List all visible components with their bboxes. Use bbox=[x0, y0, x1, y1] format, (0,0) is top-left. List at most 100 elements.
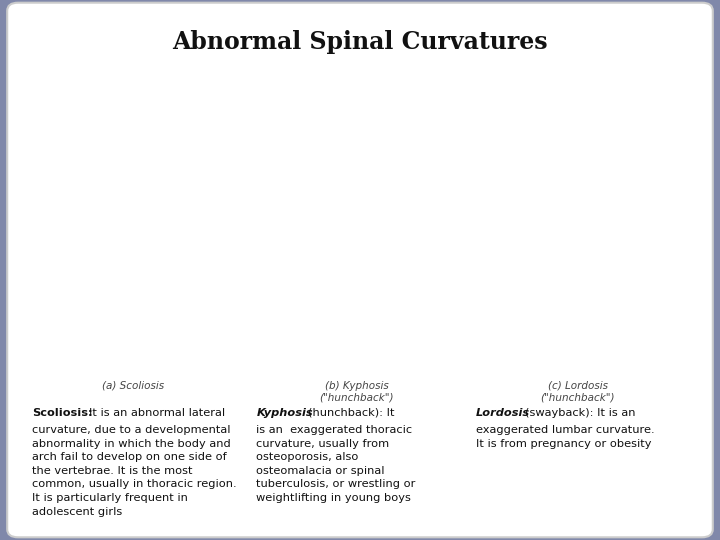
Circle shape bbox=[127, 266, 132, 273]
Circle shape bbox=[577, 150, 583, 154]
Text: (hunchback): It: (hunchback): It bbox=[308, 408, 395, 418]
Ellipse shape bbox=[383, 221, 410, 266]
Circle shape bbox=[126, 235, 131, 241]
Circle shape bbox=[356, 254, 361, 260]
Circle shape bbox=[353, 92, 358, 97]
Circle shape bbox=[563, 41, 606, 82]
Circle shape bbox=[136, 124, 142, 130]
Circle shape bbox=[132, 179, 137, 186]
Circle shape bbox=[577, 193, 583, 198]
Circle shape bbox=[135, 108, 141, 114]
Circle shape bbox=[577, 210, 583, 215]
Text: Key: Key bbox=[528, 456, 551, 465]
Circle shape bbox=[577, 262, 583, 267]
Text: is an  exaggerated thoracic
curvature, usually from
osteoporosis, also
osteomala: is an exaggerated thoracic curvature, us… bbox=[256, 425, 415, 503]
Text: Normal: Normal bbox=[584, 469, 624, 480]
Circle shape bbox=[577, 236, 583, 241]
Text: Abnormal Spinal Curvatures: Abnormal Spinal Curvatures bbox=[172, 30, 548, 53]
Circle shape bbox=[129, 282, 134, 289]
Circle shape bbox=[577, 227, 583, 232]
Text: Pathological: Pathological bbox=[584, 490, 652, 500]
Circle shape bbox=[357, 230, 363, 235]
Ellipse shape bbox=[377, 167, 410, 206]
Polygon shape bbox=[83, 225, 184, 312]
Text: It is an abnormal lateral: It is an abnormal lateral bbox=[89, 408, 225, 418]
Polygon shape bbox=[142, 295, 178, 372]
Circle shape bbox=[577, 167, 583, 172]
Circle shape bbox=[352, 83, 357, 89]
Circle shape bbox=[136, 116, 141, 122]
Circle shape bbox=[135, 147, 140, 154]
Circle shape bbox=[577, 296, 583, 302]
Circle shape bbox=[127, 219, 132, 225]
Circle shape bbox=[356, 140, 362, 146]
Circle shape bbox=[353, 295, 358, 300]
Polygon shape bbox=[330, 39, 370, 61]
Text: Kyphosis: Kyphosis bbox=[256, 408, 313, 418]
Ellipse shape bbox=[610, 212, 647, 263]
Circle shape bbox=[355, 271, 360, 276]
Circle shape bbox=[127, 274, 133, 281]
Text: (swayback): It is an: (swayback): It is an bbox=[525, 408, 635, 418]
Circle shape bbox=[354, 287, 359, 292]
Text: (b) Kyphosis
("hunchback"): (b) Kyphosis ("hunchback") bbox=[320, 381, 394, 402]
Circle shape bbox=[351, 312, 357, 316]
Circle shape bbox=[351, 75, 357, 80]
Circle shape bbox=[134, 164, 139, 170]
Circle shape bbox=[352, 303, 357, 308]
Circle shape bbox=[577, 184, 583, 189]
Circle shape bbox=[136, 132, 141, 138]
Circle shape bbox=[358, 206, 364, 211]
Circle shape bbox=[131, 68, 136, 75]
Circle shape bbox=[358, 181, 364, 186]
Circle shape bbox=[127, 211, 132, 217]
Circle shape bbox=[577, 123, 583, 129]
Circle shape bbox=[577, 158, 583, 163]
Polygon shape bbox=[89, 295, 125, 372]
Circle shape bbox=[577, 201, 583, 206]
Circle shape bbox=[358, 165, 363, 170]
Circle shape bbox=[577, 80, 583, 85]
Circle shape bbox=[577, 97, 583, 103]
Circle shape bbox=[577, 305, 583, 310]
Circle shape bbox=[135, 100, 140, 106]
Circle shape bbox=[129, 195, 135, 201]
Circle shape bbox=[130, 290, 135, 296]
Text: curvature, due to a developmental
abnormality in which the body and
arch fail to: curvature, due to a developmental abnorm… bbox=[32, 425, 236, 517]
Circle shape bbox=[114, 21, 153, 66]
Circle shape bbox=[577, 106, 583, 111]
Circle shape bbox=[357, 157, 363, 162]
Circle shape bbox=[128, 203, 133, 210]
Circle shape bbox=[136, 140, 141, 146]
Circle shape bbox=[131, 298, 136, 305]
Circle shape bbox=[355, 116, 360, 121]
Circle shape bbox=[577, 89, 583, 94]
Ellipse shape bbox=[537, 247, 570, 292]
Circle shape bbox=[357, 148, 362, 154]
Circle shape bbox=[577, 253, 583, 258]
Text: (c) Lordosis
("hunchback"): (c) Lordosis ("hunchback") bbox=[541, 381, 615, 402]
Circle shape bbox=[577, 114, 583, 120]
Text: (a) Scoliosis: (a) Scoliosis bbox=[102, 381, 165, 391]
Circle shape bbox=[577, 245, 583, 249]
Circle shape bbox=[577, 132, 583, 137]
Circle shape bbox=[125, 242, 131, 249]
Circle shape bbox=[577, 141, 583, 146]
Circle shape bbox=[126, 227, 131, 233]
Text: Lordosis: Lordosis bbox=[476, 408, 530, 418]
Circle shape bbox=[354, 108, 359, 113]
Circle shape bbox=[358, 173, 363, 178]
Circle shape bbox=[130, 187, 135, 193]
Circle shape bbox=[358, 190, 364, 194]
Circle shape bbox=[577, 176, 583, 180]
Polygon shape bbox=[89, 53, 178, 225]
Circle shape bbox=[577, 279, 583, 285]
Circle shape bbox=[356, 262, 361, 268]
Circle shape bbox=[134, 92, 140, 98]
Circle shape bbox=[358, 198, 364, 202]
Circle shape bbox=[126, 251, 131, 257]
Circle shape bbox=[135, 156, 140, 162]
Circle shape bbox=[133, 84, 138, 91]
Circle shape bbox=[358, 222, 363, 227]
Polygon shape bbox=[549, 61, 631, 374]
